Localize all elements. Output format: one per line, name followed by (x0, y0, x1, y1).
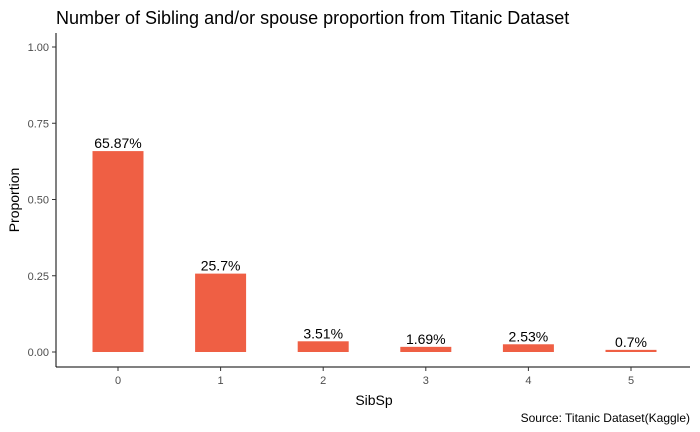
bar-3 (400, 346, 452, 352)
y-tick-label: 1.00 (28, 42, 49, 54)
y-axis: 0.00 0.25 0.50 0.75 1.00 (28, 33, 57, 367)
x-tick-label: 0 (115, 375, 121, 387)
data-label-3: 1.69% (406, 331, 446, 347)
data-label-5: 0.7% (615, 334, 647, 350)
data-label-1: 25.7% (201, 258, 241, 274)
data-label-2: 3.51% (303, 325, 343, 341)
x-axis: 0 1 2 3 4 5 (56, 366, 690, 387)
x-tick-label: 3 (423, 375, 429, 387)
data-label-0: 65.87% (94, 135, 141, 151)
bar-0 (92, 151, 144, 352)
bar-4 (502, 344, 554, 352)
y-axis-title: Proportion (6, 168, 22, 233)
y-tick-label: 0.00 (28, 347, 49, 359)
data-label-4: 2.53% (509, 328, 549, 344)
y-tick-label: 0.25 (28, 271, 49, 283)
data-labels: 65.87% 25.7% 3.51% 1.69% 2.53% 0.7% (94, 135, 647, 350)
y-tick-label: 0.50 (28, 195, 49, 207)
bar-2 (297, 341, 349, 352)
bar-5 (605, 349, 657, 352)
chart-title: Number of Sibling and/or spouse proporti… (56, 8, 569, 28)
x-tick-label: 1 (218, 375, 224, 387)
x-axis-title: SibSp (355, 392, 393, 408)
y-tick-label: 0.75 (28, 118, 49, 130)
bars (92, 151, 657, 352)
chart-caption: Source: Titanic Dataset(Kaggle) (521, 411, 690, 425)
x-tick-label: 2 (320, 375, 326, 387)
x-tick-label: 4 (525, 375, 531, 387)
bar-1 (195, 273, 247, 352)
x-tick-label: 5 (628, 375, 634, 387)
